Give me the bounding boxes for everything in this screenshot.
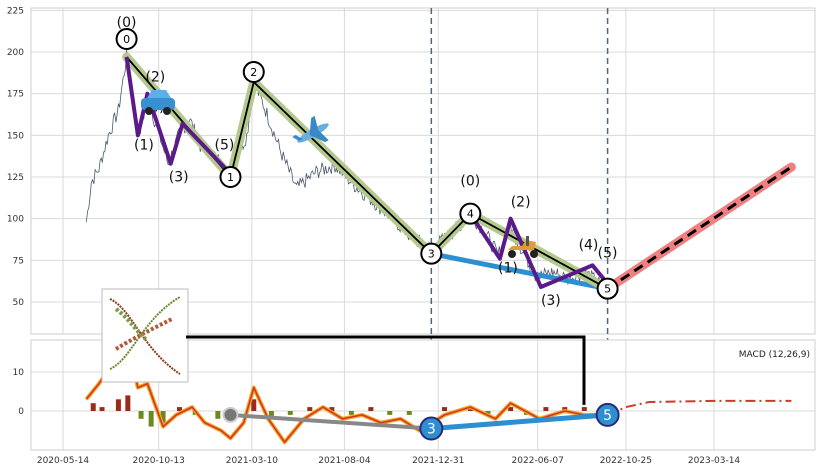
car-wheel — [145, 107, 153, 115]
macd-histogram-bar — [115, 399, 121, 411]
sub-wave-label: (5) — [598, 246, 618, 262]
macd-histogram-bar — [442, 407, 448, 411]
macd-histogram-bar — [251, 399, 257, 411]
sub-wave-label: (0) — [460, 174, 480, 190]
x-tick-label: 2023-03-14 — [688, 456, 741, 466]
car-wheel — [163, 107, 171, 115]
macd-histogram-bar — [329, 407, 335, 411]
car-icon — [141, 90, 175, 115]
scooter-handle — [526, 236, 529, 246]
macd-histogram-bar — [268, 411, 274, 419]
price-panel-frame — [30, 7, 816, 335]
x-tick-label: 2020-10-13 — [133, 456, 185, 466]
x-tick-label: 2020-05-14 — [37, 456, 90, 466]
sub-wave-label: (1) — [498, 261, 518, 277]
projection-line — [606, 165, 793, 290]
car-roof — [147, 90, 171, 98]
sub-wave-label: (5) — [215, 138, 235, 154]
major-wave-circle — [242, 61, 265, 83]
x-tick-label: 2021-03-10 — [226, 456, 279, 466]
sub-wave-label: (3) — [541, 293, 561, 309]
major-wave-label: 5 — [604, 283, 611, 296]
macd-histogram-bar — [99, 407, 105, 411]
price-y-tick-label: 225 — [7, 6, 24, 16]
macd-histogram-bar — [287, 411, 293, 415]
price-y-tick-label: 75 — [13, 256, 24, 266]
major-wave-circle — [596, 277, 619, 300]
sub-wave-label: (2) — [145, 70, 165, 86]
x-tick-label: 2021-08-04 — [318, 456, 371, 466]
macd-histogram-bar — [387, 411, 393, 415]
price-y-tick-label: 125 — [7, 173, 24, 183]
macd-divergence-point — [222, 406, 239, 423]
sub-wave-a-line — [124, 56, 232, 176]
connector-line — [186, 335, 586, 405]
x-tick-label: 2021-12-31 — [412, 456, 464, 466]
major-wave-label: 2 — [250, 66, 257, 79]
sub-wave-b-line — [468, 212, 610, 289]
sub-wave-label: (1) — [134, 137, 154, 153]
macd-histogram-bar — [368, 407, 374, 411]
major-wave-label: 3 — [428, 248, 435, 261]
sub-wave-label: (2) — [511, 195, 531, 211]
major-wave-circle — [219, 166, 242, 188]
x-tick-label: 2022-06-07 — [512, 456, 564, 466]
price-divergence-line — [428, 251, 611, 292]
scooter-wheel — [530, 250, 538, 258]
sub-wave-label: (3) — [169, 170, 189, 186]
scooter-wheel — [508, 250, 516, 258]
macd-projection-line — [607, 399, 792, 416]
macd-histogram-bar — [508, 407, 514, 411]
macd-histogram-bar — [176, 407, 182, 411]
scooter-icon — [508, 236, 538, 258]
macd-histogram-bar — [215, 411, 221, 419]
airplane-wing — [309, 130, 329, 143]
connector-layer — [186, 335, 586, 405]
macd-histogram-bar — [485, 411, 491, 415]
macd-legend: MACD (12,26,9) — [739, 350, 810, 360]
macd-histogram-bar — [307, 407, 313, 411]
macd-histogram-bar — [543, 407, 549, 411]
macd-divergence-gray — [230, 412, 432, 431]
price-y-tick-label: 100 — [7, 215, 24, 225]
major-wave-circle — [115, 28, 138, 50]
macd-histogram-bar — [138, 411, 144, 419]
fibonacci-thumbnail — [101, 288, 189, 383]
price-y-tick-label: 50 — [13, 298, 25, 308]
price-y-tick-label: 150 — [7, 131, 24, 141]
airplane-wing — [309, 115, 319, 135]
macd-histogram-bar — [581, 407, 587, 411]
macd-histogram-bar — [90, 403, 96, 411]
major-wave-circle — [420, 242, 443, 265]
macd-histogram-bar — [348, 411, 354, 415]
sub-wave-label: (4) — [579, 237, 599, 253]
price-y-tick-label: 175 — [7, 90, 24, 100]
macd-histogram-bar — [406, 411, 412, 415]
major-wave-label: 1 — [227, 171, 234, 184]
sub-wave-label: (0) — [117, 15, 137, 31]
x-tick-label: 2022-10-25 — [600, 456, 652, 466]
major-wave-label: 4 — [467, 208, 474, 221]
macd-divergence-blue — [431, 412, 608, 432]
major-wave-label: 0 — [123, 33, 130, 46]
macd-histogram-bar — [160, 411, 166, 423]
macd-signal-red — [85, 340, 608, 443]
macd-divergence-point — [595, 402, 620, 427]
macd-divergence-label: 5 — [603, 408, 612, 424]
macd-y-tick-label: 10 — [13, 368, 25, 378]
airplane-icon — [292, 115, 329, 143]
macd-histogram-bar — [148, 411, 154, 427]
car-body — [141, 98, 175, 110]
macd-divergence-label: 3 — [427, 422, 436, 438]
macd-y-tick-label: 0 — [18, 407, 24, 417]
major-wave-circle — [459, 202, 482, 225]
macd-divergence-point — [419, 416, 444, 441]
airplane-tail — [292, 134, 303, 141]
price-y-tick-label: 200 — [7, 48, 24, 58]
macd-histogram-bar — [125, 395, 131, 411]
